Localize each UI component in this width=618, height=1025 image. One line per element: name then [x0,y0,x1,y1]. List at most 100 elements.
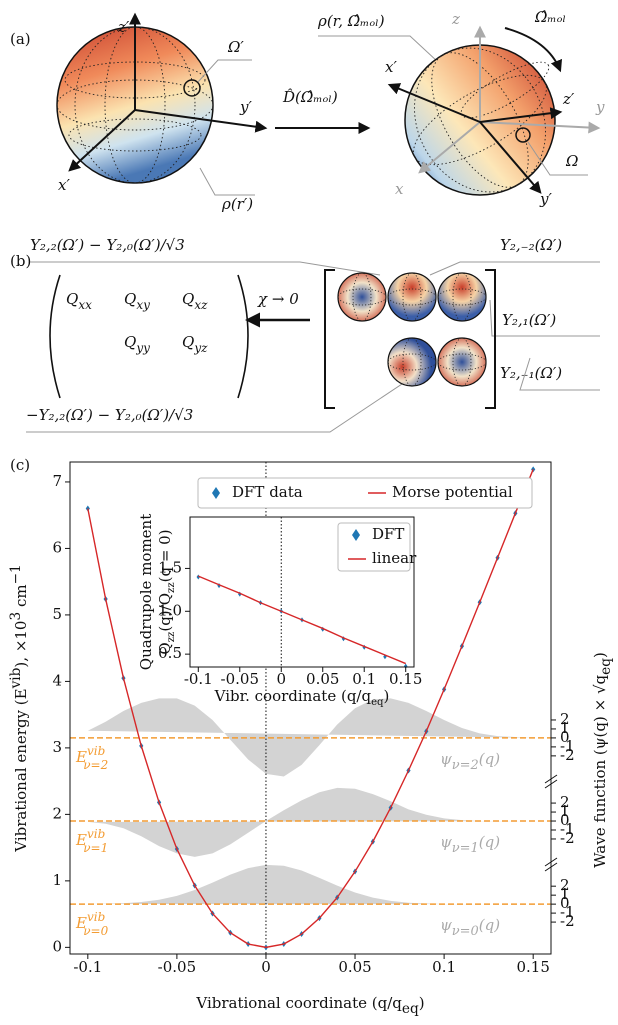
text-part: vib [87,827,105,841]
y-axis-label: Quadrupole moment [137,514,155,670]
panel-label: (b) [10,252,31,270]
text-part: ν=0 [83,924,108,938]
y-tick-label: 7 [52,472,62,490]
y2-tick-label: -2 [560,912,575,930]
text-part: Vibrational coordinate (q/q [195,994,402,1012]
y-tick-label: 0.5 [158,644,182,662]
y2-tick-label: -2 [560,746,575,764]
y2-tick-label: 2 [560,793,570,811]
y-axis-label: Vibrational energy (Evib), ×103 cm−1 [8,564,31,853]
text-part: vib [87,743,105,757]
x-tick-label: 0.1 [352,670,376,688]
wavefunction-area [87,698,534,777]
matrix-entry: Qxx [66,290,92,312]
y2-tick-label: 1 [560,719,570,737]
text-part: ν=2 [83,757,108,771]
y2-tick-label: -1 [560,737,575,755]
y2-tick-label: 0 [560,894,570,912]
y2-tick-label: 1 [560,802,570,820]
text-part: −1 [8,564,24,584]
axis-arrow [68,109,136,172]
legend-label: DFT [372,525,404,543]
y2-tick-label: 2 [560,710,570,728]
text-part: (q) [479,833,500,851]
y-tick-label: 2 [52,804,62,822]
axis-name: z [451,10,460,28]
y-axis-label: Qzz(q)/Qzz(q = 0) [156,529,177,654]
text-part: E [75,831,87,849]
panel-label: (a) [10,30,31,48]
level-label: Evib ν=2 [75,743,108,771]
leader [527,141,588,176]
panel-b: (b) Y₂,₂(Ω′) − Y₂,₀(Ω′)/√3 Y₂,₋₂(Ω′) Y₂,… [10,236,600,433]
wavefunction-label: ψν=0(q) [440,916,500,939]
matrix-entry: Qyz [182,333,208,355]
axis-name: x′ [385,58,397,76]
annotation: ρ(r′) [221,195,253,213]
text-part: ) [384,687,390,705]
axis-name: y′ [539,190,552,208]
text-part: ) [419,994,425,1012]
text-part: zz [166,582,177,593]
text-part: ν=1 [452,841,479,856]
y-tick-label: 3 [52,738,62,756]
matrix-paren [49,274,249,399]
annotation: Ω̂ₘₒₗ [534,8,566,26]
text-part: Vibrational energy (E [12,688,30,852]
leader [26,371,421,433]
plot-frame [69,461,552,955]
x-tick-label: -0.1 [73,958,102,976]
text-part: E [75,914,87,932]
x-tick-label: 0.05 [306,670,339,688]
annotation: Ω [565,152,578,170]
text-part: zz [166,632,177,643]
sphere-grid [337,272,487,387]
text-part: (q) [479,916,500,934]
legend-label: DFT data [232,483,303,501]
x-tick-label: 0 [261,958,271,976]
y2-tick-label: -1 [560,903,575,921]
leader [489,299,600,337]
text-part: eq [371,697,384,708]
text-part: ) [591,652,609,658]
text-part: ), ×10 [12,621,30,668]
text-part: Vibr. coordinate (q/q [214,687,372,705]
y-tick-label: 1.5 [158,558,182,576]
panel-label: (c) [10,456,30,474]
text-part: cm [12,584,30,611]
text-part: ψ [440,916,452,934]
wavefunction-label: ψν=1(q) [440,833,500,856]
leader [429,261,600,276]
matrix-entry: Qyy [124,333,150,355]
y-tick-label: 1 [52,871,62,889]
axis-arrow [418,121,481,174]
text-part: eq [598,658,614,675]
text-part: (q) [479,750,500,768]
text-part: ψ [440,750,452,768]
axis-name: x [395,180,404,198]
x-tick-label: 0.1 [432,958,456,976]
y-tick-label: 0 [52,937,62,955]
level-label: Evib ν=1 [75,827,108,855]
x-tick-label: 0 [276,670,286,688]
harmonic-sphere [387,272,437,322]
annotation: Y₂,₂(Ω′) − Y₂,₀(Ω′)/√3 [30,236,185,254]
series-line [198,575,406,665]
level-label: Evib ν=0 [75,910,109,938]
axis-arrow [387,83,481,123]
y2-tick-label: 0 [560,811,570,829]
y2-tick-label: -2 [560,829,575,847]
text-part: (q)/Q [156,593,174,632]
leader [519,357,600,391]
matrix-entry: Qxz [182,290,208,312]
axis-arrow [479,107,563,123]
x-axis-label: Vibrational coordinate (q/qeq) [195,994,424,1017]
text-part: ψ [440,833,452,851]
legend-label: linear [372,549,417,567]
harmonic-sphere [337,272,387,322]
legend-swatch [352,529,360,541]
wavefunction-label: ψν=2(q) [440,750,500,773]
limit-label: χ → 0 [257,290,299,308]
text-part: vib [8,667,24,689]
